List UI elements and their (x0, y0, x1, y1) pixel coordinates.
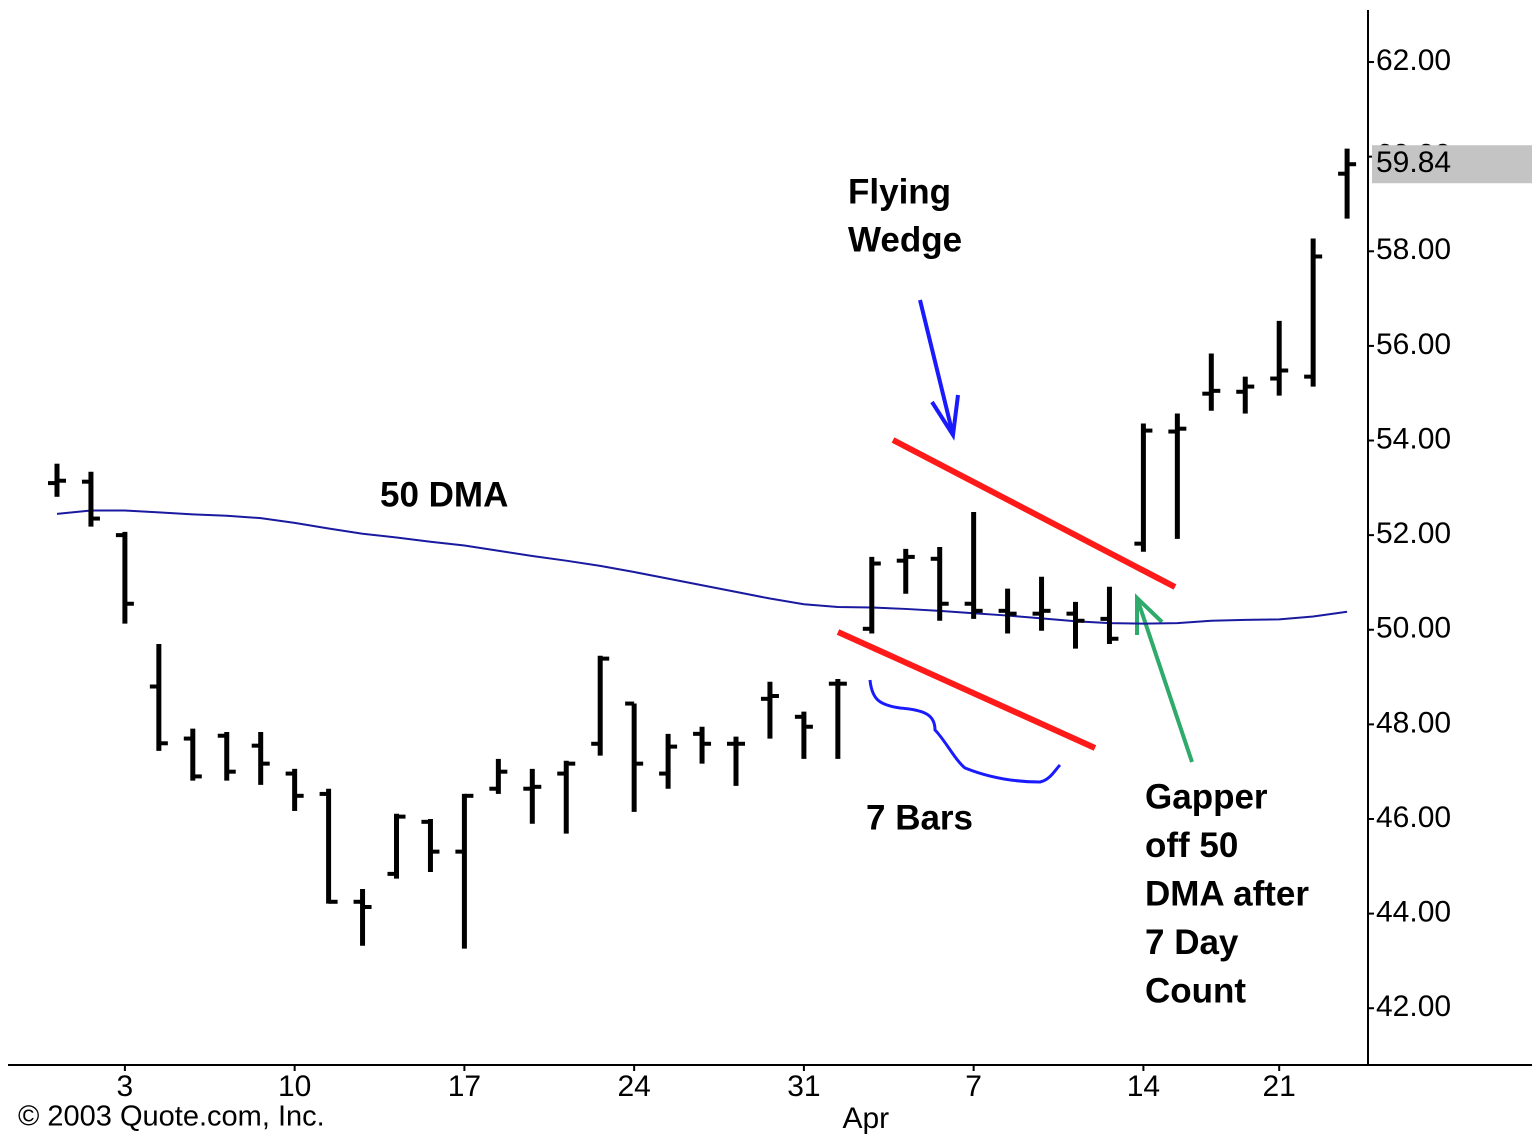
ohlc-bar (1032, 576, 1051, 631)
annotation: Count (1145, 971, 1246, 1010)
y-tick-label: 54.00 (1376, 422, 1451, 455)
ohlc-bar (1270, 320, 1289, 396)
y-tick-label: 52.00 (1376, 517, 1451, 550)
ohlc-bar (523, 768, 542, 824)
ohlc-bar (489, 758, 508, 794)
ohlc-bar (1304, 238, 1323, 387)
annotation: Flying (848, 172, 951, 211)
ohlc-bar (930, 546, 949, 621)
ohlc-bar (794, 711, 813, 759)
y-tick-label: 44.00 (1376, 896, 1451, 929)
moving-average-line (56, 509, 1348, 625)
ohlc-bar (625, 701, 644, 812)
annotation: Gapper (1145, 777, 1268, 816)
last-price-box (1372, 145, 1532, 184)
x-tick-label: 3 (117, 1070, 134, 1103)
ohlc-bar (1066, 601, 1085, 649)
x-tick-label: 10 (278, 1070, 311, 1103)
annotation: 50 DMA (380, 475, 508, 514)
wedge-upper-line (891, 437, 1177, 590)
ohlc-bar (353, 889, 372, 946)
ohlc-bar (557, 760, 576, 834)
ohlc-bar (1100, 586, 1119, 644)
ohlc-bar (998, 588, 1017, 634)
ohlc-bar (387, 813, 406, 879)
x-tick-label: 21 (1263, 1070, 1296, 1103)
copyright: © 2003 Quote.com, Inc. (18, 1101, 325, 1133)
y-tick-label: 42.00 (1376, 990, 1451, 1023)
ohlc-bar (115, 531, 134, 624)
wedge-lower-line (836, 629, 1097, 751)
bar-count-curve (868, 679, 1062, 784)
ohlc-bar (727, 736, 745, 786)
month-label: Apr (842, 1102, 889, 1135)
ohlc-bar (693, 726, 712, 764)
x-tick-label: 24 (617, 1070, 650, 1103)
ohlc-bar (760, 681, 779, 739)
ohlc-bar (1338, 148, 1357, 219)
x-tick-label: 17 (448, 1070, 481, 1103)
ohlc-bar (828, 678, 847, 759)
y-tick-label: 62.00 (1376, 44, 1451, 77)
annotation: Wedge (848, 220, 962, 259)
ohlc-bar (48, 463, 66, 497)
ohlc-bar (455, 793, 474, 949)
ohlc-bar (251, 731, 270, 785)
x-tick-label: 31 (787, 1070, 820, 1103)
ohlc-bar (964, 511, 983, 619)
ohlc-bar (1236, 376, 1255, 414)
blue-arrow (918, 299, 960, 441)
ohlc-bar (862, 556, 881, 634)
x-tick-label: 14 (1127, 1070, 1160, 1103)
ohlc-bar (1134, 423, 1153, 552)
y-tick-label: 46.00 (1376, 801, 1451, 834)
ohlc-bar (183, 728, 202, 781)
annotation: off 50 (1145, 826, 1238, 865)
ohlc-bar (149, 643, 168, 751)
ohlc-bar (421, 818, 440, 872)
ohlc-bar (285, 768, 304, 811)
ohlc-bar (1202, 353, 1221, 411)
x-tick-label: 7 (965, 1070, 982, 1103)
y-tick-label: 56.00 (1376, 328, 1451, 361)
last-price-label: 59.84 (1376, 146, 1451, 179)
y-tick-label: 48.00 (1376, 706, 1451, 739)
y-tick-label: 50.00 (1376, 612, 1451, 645)
ohlc-bar (896, 548, 915, 594)
ohlc-bar (319, 788, 338, 904)
ohlc-bar (217, 731, 236, 781)
ohlc-bar (591, 655, 610, 756)
ohlc-bar (1168, 413, 1187, 539)
ohlc-bar (659, 733, 678, 789)
y-tick-label: 58.00 (1376, 233, 1451, 266)
annotation: 7 Day (1145, 923, 1239, 962)
annotation: 7 Bars (866, 798, 973, 837)
annotation: DMA after (1145, 874, 1309, 913)
ohlc-bar (81, 471, 100, 527)
